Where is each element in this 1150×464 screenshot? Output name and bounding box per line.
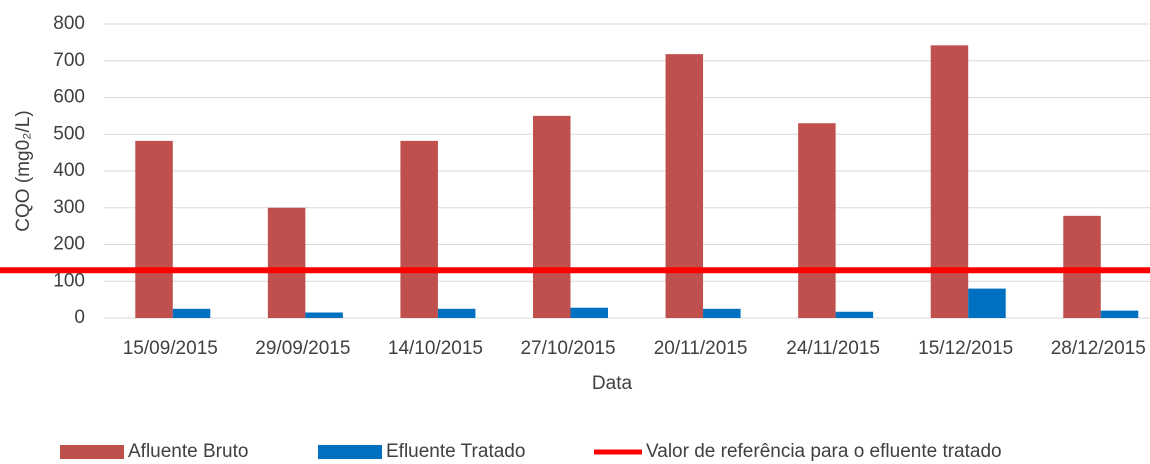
bar [968,288,1006,318]
legend-swatch [60,445,124,459]
bar [1063,215,1101,318]
y-tick-label: 300 [53,197,85,218]
bar [798,123,836,318]
y-tick-label: 700 [53,50,85,71]
y-axis-title: CQO (mg0₂/L) [13,110,34,231]
x-tick-label: 15/09/2015 [123,338,218,359]
bar [135,140,173,318]
legend-label: Efluente Tratado [386,441,525,462]
x-axis-title: Data [592,373,633,394]
x-tick-label: 27/10/2015 [520,338,615,359]
bar [665,54,704,318]
y-tick-label: 100 [53,270,85,291]
bar [400,140,438,318]
y-tick-label: 600 [53,87,85,108]
x-tick-label: 20/11/2015 [654,338,748,359]
bar [930,45,969,318]
y-tick-label: 0 [74,307,85,328]
x-tick-label: 28/12/2015 [1051,338,1146,359]
bar [703,308,741,318]
bar [305,312,343,318]
legend-label: Valor de referência para o efluente trat… [646,441,1002,462]
bar [267,207,306,318]
bar [532,115,571,318]
x-tick-label: 29/09/2015 [255,338,350,359]
bar [437,308,476,318]
y-tick-label: 800 [53,13,85,34]
y-tick-label: 200 [53,234,85,255]
y-tick-label: 400 [53,160,85,181]
bar [172,308,211,318]
legend-label: Afluente Bruto [128,441,248,462]
x-tick-label: 14/10/2015 [388,338,483,359]
x-tick-label: 24/11/2015 [786,338,880,359]
y-tick-label: 500 [53,123,85,144]
bar [1100,310,1139,318]
bar [835,311,874,318]
bar [570,307,608,318]
legend-swatch [318,445,382,459]
x-tick-label: 15/12/2015 [918,338,1013,359]
